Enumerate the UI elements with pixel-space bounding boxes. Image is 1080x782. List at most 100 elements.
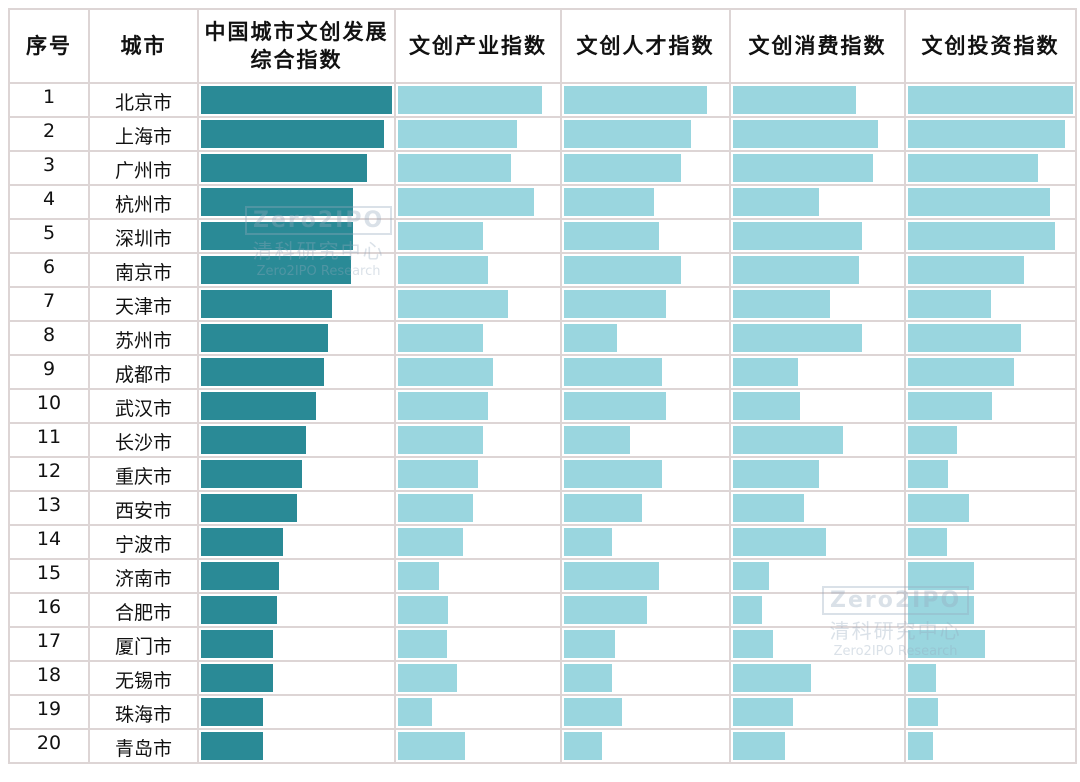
sub-index-bar <box>908 528 947 556</box>
sub-index-bar <box>908 290 991 318</box>
bar-cell <box>394 626 562 662</box>
bar-cell <box>729 490 906 526</box>
sub-index-bar <box>733 630 773 658</box>
sub-index-bar <box>564 494 643 522</box>
composite-index-bar <box>201 528 283 556</box>
sub-index-bar <box>908 732 934 760</box>
sub-index-bar <box>908 698 939 726</box>
sub-index-bar <box>733 120 879 148</box>
sub-index-bar <box>564 358 663 386</box>
bar-cell <box>394 286 562 322</box>
sub-index-bar <box>733 222 863 250</box>
bar-cell <box>197 218 396 254</box>
sub-index-bar <box>564 290 666 318</box>
city-cell: 上海市 <box>88 116 199 152</box>
city-cell: 合肥市 <box>88 592 199 628</box>
bar-cell <box>729 524 906 560</box>
bar-cell <box>394 660 562 696</box>
bar-cell <box>904 660 1077 696</box>
city-cell: 厦门市 <box>88 626 199 662</box>
bar-cell <box>904 490 1077 526</box>
bar-cell <box>560 456 731 492</box>
sub-index-bar <box>908 562 974 590</box>
sub-index-bar <box>564 86 708 114</box>
bar-cell <box>197 456 396 492</box>
composite-index-bar <box>201 426 307 454</box>
bar-cell <box>729 116 906 152</box>
sub-index-bar <box>733 698 794 726</box>
column-header: 文创产业指数 <box>394 8 562 84</box>
bar-cell <box>394 252 562 288</box>
table-row: 7 天津市 <box>8 286 1077 322</box>
composite-index-bar <box>201 392 316 420</box>
table-row: 13 西安市 <box>8 490 1077 526</box>
sub-index-bar <box>733 188 820 216</box>
rank-cell: 2 <box>8 116 90 152</box>
table-row: 11 长沙市 <box>8 422 1077 458</box>
rank-cell: 8 <box>8 320 90 356</box>
sub-index-bar <box>564 460 663 488</box>
rank-cell: 13 <box>8 490 90 526</box>
city-cell: 广州市 <box>88 150 199 186</box>
composite-index-bar <box>201 562 279 590</box>
city-cell: 西安市 <box>88 490 199 526</box>
bar-cell <box>394 354 562 390</box>
bar-cell <box>394 150 562 186</box>
bar-cell <box>904 592 1077 628</box>
bar-cell <box>394 558 562 594</box>
bar-cell <box>197 524 396 560</box>
column-header: 城市 <box>88 8 199 84</box>
sub-index-bar <box>564 630 616 658</box>
sub-index-bar <box>908 222 1055 250</box>
rank-cell: 17 <box>8 626 90 662</box>
table-row: 5 深圳市 <box>8 218 1077 254</box>
bar-cell <box>394 184 562 220</box>
table-row: 19 珠海市 <box>8 694 1077 730</box>
bar-cell <box>729 626 906 662</box>
sub-index-bar <box>398 426 483 454</box>
bar-cell <box>394 218 562 254</box>
sub-index-bar <box>908 494 969 522</box>
bar-cell <box>197 558 396 594</box>
rank-cell: 19 <box>8 694 90 730</box>
city-cell: 天津市 <box>88 286 199 322</box>
sub-index-bar <box>908 392 993 420</box>
sub-index-bar <box>398 596 449 624</box>
bar-cell <box>729 150 906 186</box>
bar-cell <box>904 252 1077 288</box>
bar-cell <box>729 218 906 254</box>
table-row: 10 武汉市 <box>8 388 1077 424</box>
composite-index-bar <box>201 154 367 182</box>
city-cell: 青岛市 <box>88 728 199 764</box>
bar-cell <box>394 320 562 356</box>
city-cell: 济南市 <box>88 558 199 594</box>
bar-cell <box>904 422 1077 458</box>
city-cell: 苏州市 <box>88 320 199 356</box>
sub-index-bar <box>398 664 457 692</box>
city-cell: 珠海市 <box>88 694 199 730</box>
sub-index-bar <box>733 392 801 420</box>
sub-index-bar <box>564 222 659 250</box>
bar-cell <box>394 524 562 560</box>
table-row: 17 厦门市 <box>8 626 1077 662</box>
sub-index-bar <box>908 256 1025 284</box>
bar-cell <box>560 422 731 458</box>
bar-cell <box>394 694 562 730</box>
sub-index-bar <box>733 358 799 386</box>
rank-cell: 1 <box>8 82 90 118</box>
sub-index-bar <box>908 664 937 692</box>
sub-index-bar <box>398 494 474 522</box>
bar-cell <box>197 422 396 458</box>
bar-cell <box>729 422 906 458</box>
city-cell: 无锡市 <box>88 660 199 696</box>
bar-cell <box>729 286 906 322</box>
column-header: 序号 <box>8 8 90 84</box>
sub-index-bar <box>733 494 804 522</box>
sub-index-bar <box>398 562 439 590</box>
table-row: 15 济南市 <box>8 558 1077 594</box>
rank-cell: 14 <box>8 524 90 560</box>
city-cell: 宁波市 <box>88 524 199 560</box>
composite-index-bar <box>201 324 328 352</box>
sub-index-bar <box>398 630 447 658</box>
bar-cell <box>394 728 562 764</box>
